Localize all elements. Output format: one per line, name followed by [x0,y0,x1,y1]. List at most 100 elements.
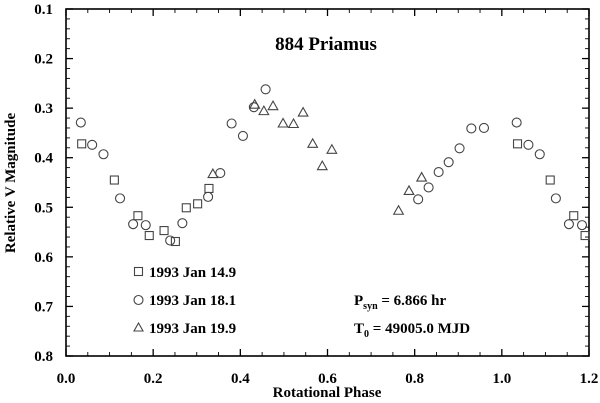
legend-item-jan-18-1: 1993 Jan 18.1 [133,293,236,309]
x-tick-label: 0.2 [144,371,163,387]
data-point-circle [177,218,188,229]
legend-label: 1993 Jan 19.9 [149,321,236,337]
data-point-circle [576,220,588,231]
data-point-square [144,230,154,241]
data-point-circle [413,194,424,205]
epoch-value: = 49005.0 MJD [369,321,470,337]
legend-label: 1993 Jan 14.9 [149,265,236,281]
data-point-triangle [248,98,261,109]
x-tick-label: 1.0 [492,371,511,387]
data-point-circle [215,168,226,179]
y-tick-label: 0.1 [34,2,53,18]
data-point-triangle [306,137,319,148]
data-point-triangle [403,184,415,195]
data-point-circle [466,123,477,134]
square-marker-icon [133,266,144,277]
data-point-triangle [392,204,405,215]
data-point-triangle [267,100,279,111]
data-point-square [133,211,143,221]
data-point-square [569,211,579,221]
legend-item-jan-19-9: 1993 Jan 19.9 [133,321,236,337]
data-point-circle [478,122,490,134]
data-point-square [204,183,214,193]
data-point-circle [237,130,248,141]
data-point-triangle [258,104,270,116]
plot-frame [65,8,590,357]
period-annotation: Psyn = 6.866 hr [354,293,447,312]
data-point-circle [534,149,545,160]
x-axis-tick-labels: 0.0 0.2 0.4 0.6 0.8 1.0 1.2 [57,371,599,387]
y-tick-label: 0.4 [34,151,53,167]
y-tick-label: 0.6 [34,250,53,266]
data-point-circle [523,139,534,150]
chart-title: 884 Priamus [275,34,377,55]
y-tick-label: 0.5 [34,200,53,216]
period-subscript: syn [363,301,378,312]
period-value: = 6.866 hr [378,293,447,309]
legend: 1993 Jan 14.9 1993 Jan 18.1 1993 Jan 19.… [133,265,236,337]
data-point-square [580,230,590,241]
series-square [77,139,590,247]
data-point-circle [165,235,176,246]
data-point-circle [511,117,522,128]
data-point-circle [423,182,434,193]
x-axis-ticks [65,9,590,356]
y-tick-label: 0.8 [34,349,53,365]
series-triangle [207,98,428,215]
circle-marker-icon [133,294,144,306]
epoch-symbol: T [354,321,364,337]
y-tick-label: 0.3 [34,101,53,117]
legend-label: 1993 Jan 18.1 [149,293,236,309]
data-point-square [170,236,180,247]
data-point-circle [443,157,454,168]
data-point-square [77,139,87,149]
data-point-circle [203,191,214,202]
data-point-triangle [297,106,309,117]
x-tick-label: 0.0 [57,371,76,387]
data-point-triangle [277,117,289,128]
data-point-circle [563,219,575,230]
data-point-triangle [326,143,338,154]
data-point-square [512,139,523,149]
y-axis-title: Relative V Magnitude [3,113,19,254]
y-tick-label: 0.7 [34,299,53,315]
series-circle [75,84,588,246]
x-tick-label: 0.4 [231,371,250,387]
triangle-marker-icon [133,321,144,332]
data-point-circle [433,167,444,178]
data-point-square [109,175,119,185]
data-point-circle [226,118,237,129]
data-point-circle [128,219,139,230]
x-tick-label: 0.8 [405,371,424,387]
svg-text:T0 = 49005.0 MJD: T0 = 49005.0 MJD [354,321,470,340]
data-point-circle [550,193,561,204]
period-symbol: P [354,293,363,309]
data-point-triangle [316,160,329,171]
epoch-annotation: T0 = 49005.0 MJD [354,321,470,340]
data-point-circle [98,149,109,160]
data-point-square [159,226,169,236]
epoch-subscript: 0 [364,329,369,340]
x-axis-title: Rotational Phase [273,385,382,401]
y-axis-ticks [66,8,589,357]
y-tick-label: 0.2 [34,52,53,68]
data-point-circle [114,193,126,204]
data-points [75,84,590,247]
data-point-triangle [287,117,300,129]
data-point-triangle [207,167,219,179]
x-tick-label: 0.6 [318,371,337,387]
y-axis-tick-labels: 0.1 0.2 0.3 0.4 0.5 0.6 0.7 0.8 [34,2,53,365]
data-point-square [193,199,203,209]
data-point-circle [87,139,98,150]
data-point-triangle [415,171,428,182]
data-point-square [181,203,191,213]
svg-text:Psyn = 6.866 hr: Psyn = 6.866 hr [354,293,447,312]
legend-item-jan-14-9: 1993 Jan 14.9 [133,265,236,281]
data-point-circle [75,117,86,128]
data-point-circle [260,84,271,95]
data-point-circle [140,220,151,231]
data-point-circle [454,143,465,154]
data-point-square [545,175,555,185]
x-tick-label: 1.2 [580,371,599,387]
